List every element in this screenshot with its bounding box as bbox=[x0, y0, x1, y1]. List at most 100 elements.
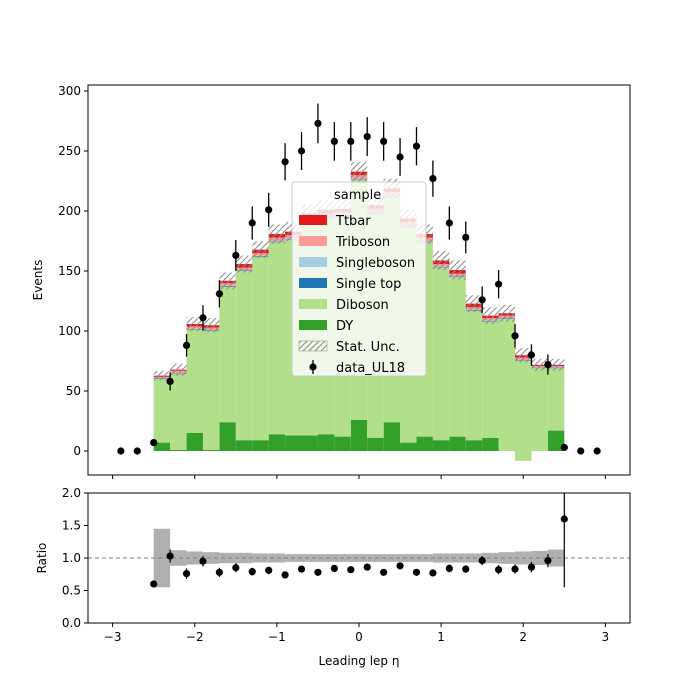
ratio-unc-band-18 bbox=[449, 553, 466, 563]
ratio-unc-band-12 bbox=[350, 554, 368, 562]
data-point-5 bbox=[199, 314, 207, 322]
ratio-unc-band-3 bbox=[202, 552, 220, 564]
stat-unc-18 bbox=[449, 260, 466, 280]
data-point-10 bbox=[281, 158, 289, 166]
y-tick-label: 150 bbox=[58, 264, 81, 278]
bar-diboson-1 bbox=[170, 374, 187, 450]
stat-unc-4 bbox=[219, 272, 236, 290]
legend-swatch bbox=[299, 320, 327, 330]
bar-diboson-17 bbox=[432, 267, 450, 441]
bar-diboson-5 bbox=[235, 271, 253, 441]
legend-label: Singleboson bbox=[336, 256, 415, 271]
bar-dy-8 bbox=[285, 435, 302, 451]
y-tick-label: 50 bbox=[66, 384, 81, 398]
data-point-24 bbox=[511, 332, 519, 340]
ratio-point-5 bbox=[232, 564, 240, 572]
legend: sample Ttbar Triboson Singleboson Single top… bbox=[291, 181, 427, 377]
data-point-29 bbox=[593, 447, 601, 455]
bar-diboson-24 bbox=[547, 368, 565, 431]
bar-dy-24 bbox=[547, 430, 565, 451]
ratio-point-7 bbox=[265, 566, 273, 574]
stat-unc-5 bbox=[235, 255, 253, 273]
y-tick-label: 300 bbox=[58, 84, 81, 98]
bar-dy-20 bbox=[482, 437, 499, 451]
bar-diboson-19 bbox=[465, 310, 483, 441]
data-point-9 bbox=[265, 206, 273, 214]
ratio-point-13 bbox=[363, 563, 371, 571]
legend-swatch bbox=[299, 299, 327, 309]
y-axis-label: Events bbox=[31, 260, 45, 301]
ratio-y-tick-label: 1.5 bbox=[62, 519, 81, 533]
legend-title: sample bbox=[334, 188, 381, 203]
data-point-17 bbox=[396, 153, 404, 161]
ratio-unc-band-9 bbox=[301, 554, 318, 562]
data-point-15 bbox=[363, 133, 371, 141]
bar-dy-2 bbox=[186, 433, 203, 451]
ratio-point-11 bbox=[330, 564, 338, 573]
legend-swatch bbox=[309, 363, 317, 371]
bar-dy-13 bbox=[367, 437, 384, 451]
legend-label: Single top bbox=[336, 277, 401, 292]
y-tick-label: 250 bbox=[58, 144, 81, 158]
y-tick-label: 200 bbox=[58, 204, 81, 218]
ratio-point-12 bbox=[347, 566, 355, 574]
stat-unc-22 bbox=[515, 348, 532, 363]
ratio-unc-band-15 bbox=[400, 554, 417, 562]
stat-unc-6 bbox=[252, 241, 269, 259]
ratio-unc-band-1 bbox=[170, 550, 187, 566]
bar-dy-16 bbox=[416, 436, 433, 451]
bar-diboson-22 bbox=[515, 361, 532, 461]
bar-diboson-18 bbox=[449, 277, 466, 437]
ratio-unc-band-4 bbox=[219, 552, 236, 564]
ratio-point-16 bbox=[412, 568, 421, 576]
ratio-point-4 bbox=[215, 568, 223, 576]
ratio-point-19 bbox=[462, 565, 470, 573]
y-tick-label: 0 bbox=[73, 444, 81, 458]
legend-label: Diboson bbox=[336, 298, 389, 313]
bar-diboson-2 bbox=[186, 329, 203, 433]
data-point-4 bbox=[182, 341, 191, 349]
ratio-point-17 bbox=[429, 569, 437, 577]
ratio-point-24 bbox=[544, 557, 552, 565]
ratio-plot: 0.0 0.5 1.0 1.5 2.0 −3 −2 −1 0 1 2 3 Ratio Leading… bbox=[35, 486, 631, 668]
data-point-13 bbox=[330, 137, 338, 145]
bar-dy-3 bbox=[202, 449, 220, 451]
ratio-y-tick-label: 0.0 bbox=[62, 616, 81, 630]
bar-diboson-3 bbox=[202, 331, 220, 450]
ratio-point-3 bbox=[199, 557, 207, 565]
bar-diboson-7 bbox=[268, 242, 286, 435]
ratio-point-2 bbox=[182, 570, 191, 578]
ratio-point-20 bbox=[478, 557, 486, 565]
bar-dy-10 bbox=[317, 434, 335, 451]
x-tick-label: −2 bbox=[186, 630, 204, 644]
ratio-point-6 bbox=[248, 568, 256, 576]
legend-label: Ttbar bbox=[335, 214, 371, 229]
bar-diboson-6 bbox=[252, 256, 269, 441]
data-point-20 bbox=[445, 219, 453, 227]
ratio-y-tick-label: 2.0 bbox=[62, 486, 81, 500]
y-tick-label: 100 bbox=[58, 324, 81, 338]
data-point-25 bbox=[527, 351, 536, 359]
x-tick-label: 3 bbox=[602, 630, 610, 644]
ratio-y-tick-label: 1.0 bbox=[62, 551, 81, 565]
legend-swatch bbox=[298, 340, 328, 352]
bar-dy-7 bbox=[268, 434, 286, 451]
bar-dy-17 bbox=[432, 440, 450, 451]
data-point-18 bbox=[412, 142, 421, 150]
x-tick-label: −3 bbox=[104, 630, 122, 644]
legend-label: Triboson bbox=[335, 235, 390, 250]
stat-unc-1 bbox=[170, 363, 187, 376]
legend-swatch bbox=[299, 215, 327, 225]
data-point-3 bbox=[166, 377, 174, 385]
legend-swatch bbox=[299, 278, 327, 288]
ratio-y-axis-label: Ratio bbox=[35, 543, 49, 574]
stat-unc-21 bbox=[498, 304, 516, 322]
data-point-2 bbox=[150, 439, 158, 447]
data-point-23 bbox=[495, 280, 503, 288]
data-point-26 bbox=[544, 361, 552, 369]
bar-dy-19 bbox=[465, 440, 483, 451]
ratio-unc-band-7 bbox=[268, 553, 286, 563]
legend-label: DY bbox=[336, 319, 353, 334]
stat-unc-19 bbox=[465, 295, 483, 313]
data-point-27 bbox=[560, 443, 568, 451]
